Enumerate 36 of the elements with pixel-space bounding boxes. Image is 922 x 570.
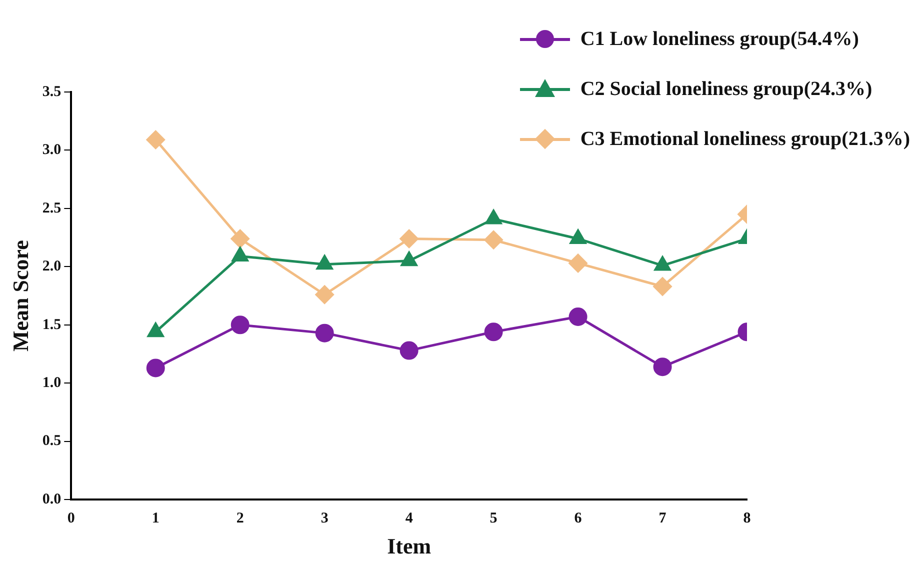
- point: [568, 254, 588, 272]
- point: [230, 316, 250, 334]
- legend-label: C1 Low loneliness group(54.4%): [580, 28, 859, 50]
- x-tick-label: 0: [67, 510, 75, 526]
- point: [146, 130, 165, 149]
- x-tick-label: 4: [405, 510, 414, 526]
- point: [653, 277, 672, 296]
- x-axis-title: Item: [387, 533, 432, 558]
- y-tick-label: 1.0: [42, 375, 62, 392]
- legend-label: C3 Emotional loneliness group(21.3%): [580, 128, 910, 150]
- x-tick-label: 3: [320, 510, 328, 526]
- x-tick-label: 7: [658, 510, 667, 526]
- point: [484, 322, 503, 342]
- x-tick-label: 8: [743, 510, 751, 526]
- legend-label: C2 Social loneliness group(24.3%): [580, 78, 872, 100]
- y-tick-label: 0.5: [42, 433, 62, 450]
- y-tick-label: 2.0: [42, 258, 62, 275]
- y-tick-label: 1.5: [42, 316, 62, 333]
- x-tick-label: 6: [574, 510, 582, 526]
- point: [315, 285, 334, 304]
- y-axis-title: Mean Score: [8, 240, 33, 352]
- x-tick-label: 2: [236, 510, 244, 526]
- point: [146, 358, 165, 378]
- point: [315, 324, 334, 342]
- y-tick-label: 2.5: [42, 200, 62, 216]
- point: [653, 358, 672, 376]
- x-tick-label: 5: [490, 510, 498, 526]
- point: [400, 341, 418, 360]
- point: [484, 230, 503, 250]
- y-tick-label: 3.5: [42, 84, 62, 100]
- point: [230, 229, 250, 248]
- y-tick-label: 0.0: [42, 491, 62, 508]
- y-tick-label: 3.0: [42, 142, 62, 158]
- point: [568, 308, 588, 326]
- x-tick-label: 1: [152, 510, 160, 526]
- point: [400, 229, 418, 248]
